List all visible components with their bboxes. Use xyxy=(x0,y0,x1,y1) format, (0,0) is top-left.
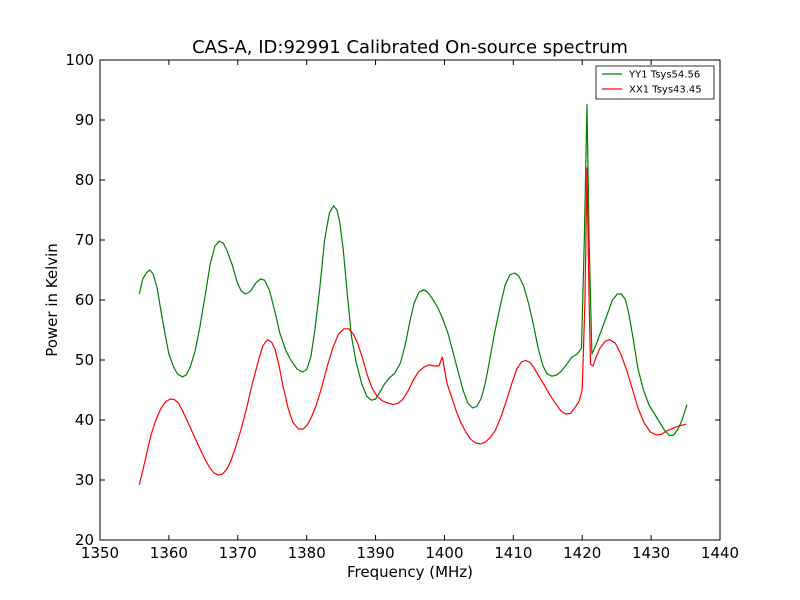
x-tick-label: 1430 xyxy=(632,544,670,562)
x-tick-label: 1420 xyxy=(563,544,601,562)
axis-ticks: 1350 1360 1370 1380 1390 1400 1410 1420 1430 1440… xyxy=(65,51,739,562)
x-tick-label: 1390 xyxy=(356,544,394,562)
y-tick-label: 40 xyxy=(75,411,94,429)
y-tick-label: 60 xyxy=(75,291,94,309)
series-line-2 xyxy=(138,167,687,485)
y-tick-label: 50 xyxy=(75,351,94,369)
y-tick-label: 100 xyxy=(65,51,94,69)
x-tick-label: 1350 xyxy=(81,544,119,562)
y-tick-label: 80 xyxy=(75,171,94,189)
legend: YY1 Tsys54.56 XX1 Tsys43.45 xyxy=(595,65,715,100)
x-tick-label: 1360 xyxy=(150,544,188,562)
y-tick-label: 90 xyxy=(75,111,94,129)
y-tick-label: 70 xyxy=(75,231,94,249)
series-line-1 xyxy=(138,103,688,437)
x-tick-label: 1370 xyxy=(219,544,257,562)
x-axis-label: Frequency (MHz) xyxy=(347,563,473,581)
chart-title: CAS-A, ID:92991 Calibrated On-source spe… xyxy=(192,37,628,58)
legend-label-2: XX1 Tsys43.45 xyxy=(629,85,702,96)
x-tick-label: 1400 xyxy=(425,544,463,562)
y-axis-label: Power in Kelvin xyxy=(43,243,61,357)
y-tick-label: 30 xyxy=(75,471,94,489)
x-tick-label: 1410 xyxy=(494,544,532,562)
plot-series xyxy=(138,103,688,485)
x-tick-label: 1440 xyxy=(701,544,739,562)
legend-label-1: YY1 Tsys54.56 xyxy=(628,70,700,81)
y-tick-label: 20 xyxy=(75,531,94,549)
x-tick-label: 1380 xyxy=(288,544,326,562)
plot-frame xyxy=(99,59,721,541)
legend-box xyxy=(595,65,715,100)
